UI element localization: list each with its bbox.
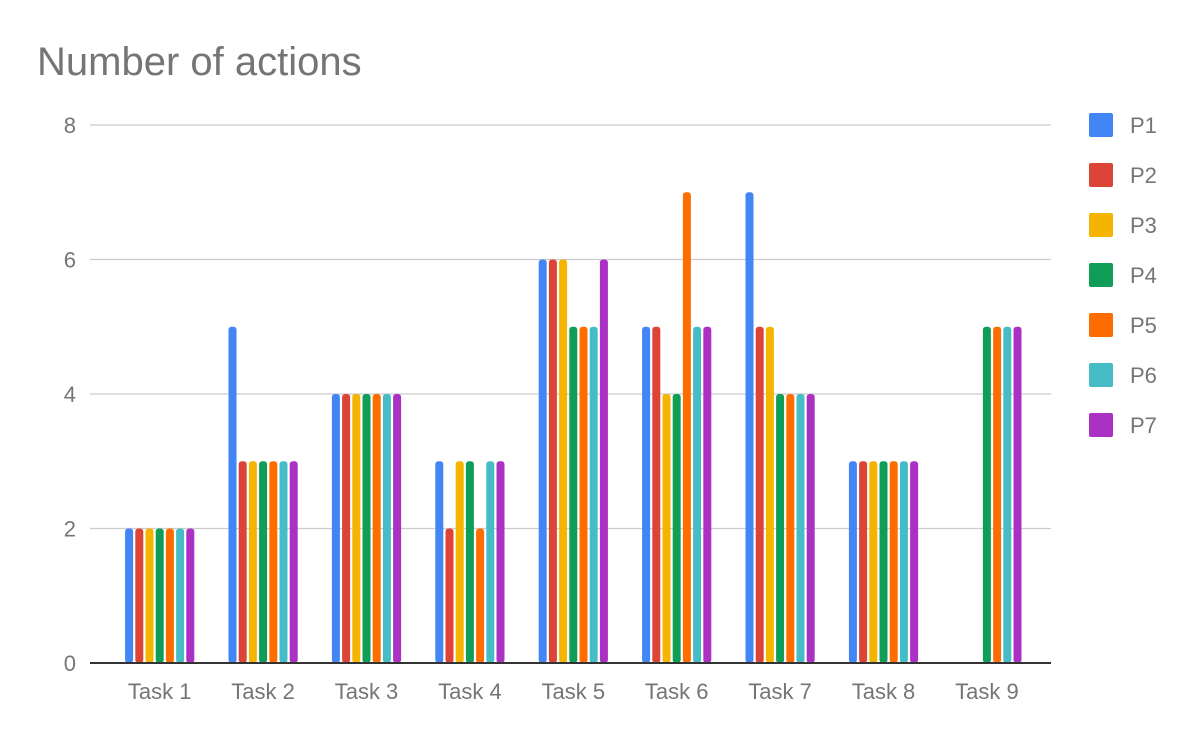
bar-p6-3: [382, 394, 391, 663]
legend-label-p1: P1: [1130, 113, 1157, 138]
legend-swatch-p5: [1089, 313, 1113, 337]
y-tick-label: 6: [64, 248, 76, 273]
bar-p5-6: [682, 192, 691, 663]
bar-p1-1: [125, 528, 134, 663]
legend-label-p5: P5: [1130, 313, 1157, 338]
bar-p7-6: [703, 326, 712, 663]
bar-p3-4: [455, 461, 464, 663]
bar-p7-5: [599, 259, 608, 663]
bar-p2-7: [755, 326, 764, 663]
bar-p3-8: [869, 461, 878, 663]
bar-p1-4: [435, 461, 444, 663]
legend-label-p2: P2: [1130, 163, 1157, 188]
bar-p1-8: [848, 461, 857, 663]
bar-p4-9: [982, 326, 991, 663]
bar-p6-7: [796, 394, 805, 663]
x-tick-label: Task 8: [852, 679, 916, 704]
y-tick-label: 2: [64, 517, 76, 542]
bar-p3-1: [145, 528, 154, 663]
bar-p5-1: [165, 528, 174, 663]
bar-p2-5: [548, 259, 557, 663]
bar-p7-1: [186, 528, 195, 663]
bar-p5-3: [372, 394, 381, 663]
bar-p4-4: [465, 461, 474, 663]
legend-swatch-p4: [1089, 263, 1113, 287]
bar-p3-5: [559, 259, 568, 663]
bar-p3-2: [248, 461, 257, 663]
bars: [125, 192, 1022, 663]
bar-p6-1: [176, 528, 185, 663]
y-tick-label: 0: [64, 651, 76, 676]
bar-p2-1: [135, 528, 144, 663]
bar-p2-3: [342, 394, 351, 663]
x-tick-label: Task 1: [128, 679, 192, 704]
bar-p4-8: [879, 461, 888, 663]
bar-p5-7: [786, 394, 795, 663]
bar-p7-3: [393, 394, 402, 663]
y-tick-label: 8: [64, 113, 76, 138]
x-tick-label: Task 5: [542, 679, 606, 704]
bar-p1-5: [538, 259, 547, 663]
x-tick-label: Task 4: [438, 679, 502, 704]
bar-p6-9: [1003, 326, 1012, 663]
bar-p5-2: [269, 461, 278, 663]
bar-p3-6: [662, 394, 671, 663]
bar-p7-2: [289, 461, 298, 663]
bar-p4-3: [362, 394, 371, 663]
bar-p1-7: [745, 192, 754, 663]
x-tick-label: Task 6: [645, 679, 709, 704]
legend-swatch-p6: [1089, 363, 1113, 387]
bar-p7-4: [496, 461, 505, 663]
bar-p1-3: [331, 394, 340, 663]
bar-p5-5: [579, 326, 588, 663]
chart-title: Number of actions: [37, 40, 362, 84]
x-axis-ticks: Task 1 Task 2 Task 3 Task 4 Task 5 Task 6 Task…: [128, 679, 1019, 704]
bar-p5-8: [889, 461, 898, 663]
bar-p6-8: [899, 461, 908, 663]
bar-p4-5: [569, 326, 578, 663]
x-tick-label: Task 7: [748, 679, 812, 704]
legend-swatch-p2: [1089, 163, 1113, 187]
bar-p6-2: [279, 461, 288, 663]
bar-p4-1: [155, 528, 164, 663]
x-tick-label: Task 2: [231, 679, 295, 704]
legend-label-p4: P4: [1130, 263, 1157, 288]
legend: P1 P2 P3 P4 P5 P6 P7: [1089, 113, 1157, 438]
bar-p1-6: [642, 326, 651, 663]
bar-p6-5: [589, 326, 598, 663]
x-tick-label: Task 3: [335, 679, 399, 704]
bar-p6-4: [486, 461, 495, 663]
legend-label-p7: P7: [1130, 413, 1157, 438]
bar-p7-7: [806, 394, 815, 663]
legend-label-p3: P3: [1130, 213, 1157, 238]
bar-p3-7: [765, 326, 774, 663]
y-axis-ticks: 0 2 4 6 8: [64, 113, 76, 676]
bar-p7-9: [1013, 326, 1022, 663]
bar-p4-6: [672, 394, 681, 663]
bar-p1-2: [228, 326, 237, 663]
bar-p4-2: [259, 461, 268, 663]
legend-swatch-p7: [1089, 413, 1113, 437]
bar-p7-8: [910, 461, 919, 663]
bar-p5-9: [993, 326, 1002, 663]
bar-p2-2: [238, 461, 247, 663]
x-tick-label: Task 9: [955, 679, 1019, 704]
bar-p2-4: [445, 528, 454, 663]
bar-p2-6: [652, 326, 661, 663]
bar-p6-6: [693, 326, 702, 663]
y-tick-label: 4: [64, 382, 76, 407]
bar-p3-3: [352, 394, 361, 663]
legend-label-p6: P6: [1130, 363, 1157, 388]
legend-swatch-p3: [1089, 213, 1113, 237]
bar-p2-8: [859, 461, 868, 663]
bar-p4-7: [776, 394, 785, 663]
legend-swatch-p1: [1089, 113, 1113, 137]
bar-p5-4: [476, 528, 485, 663]
